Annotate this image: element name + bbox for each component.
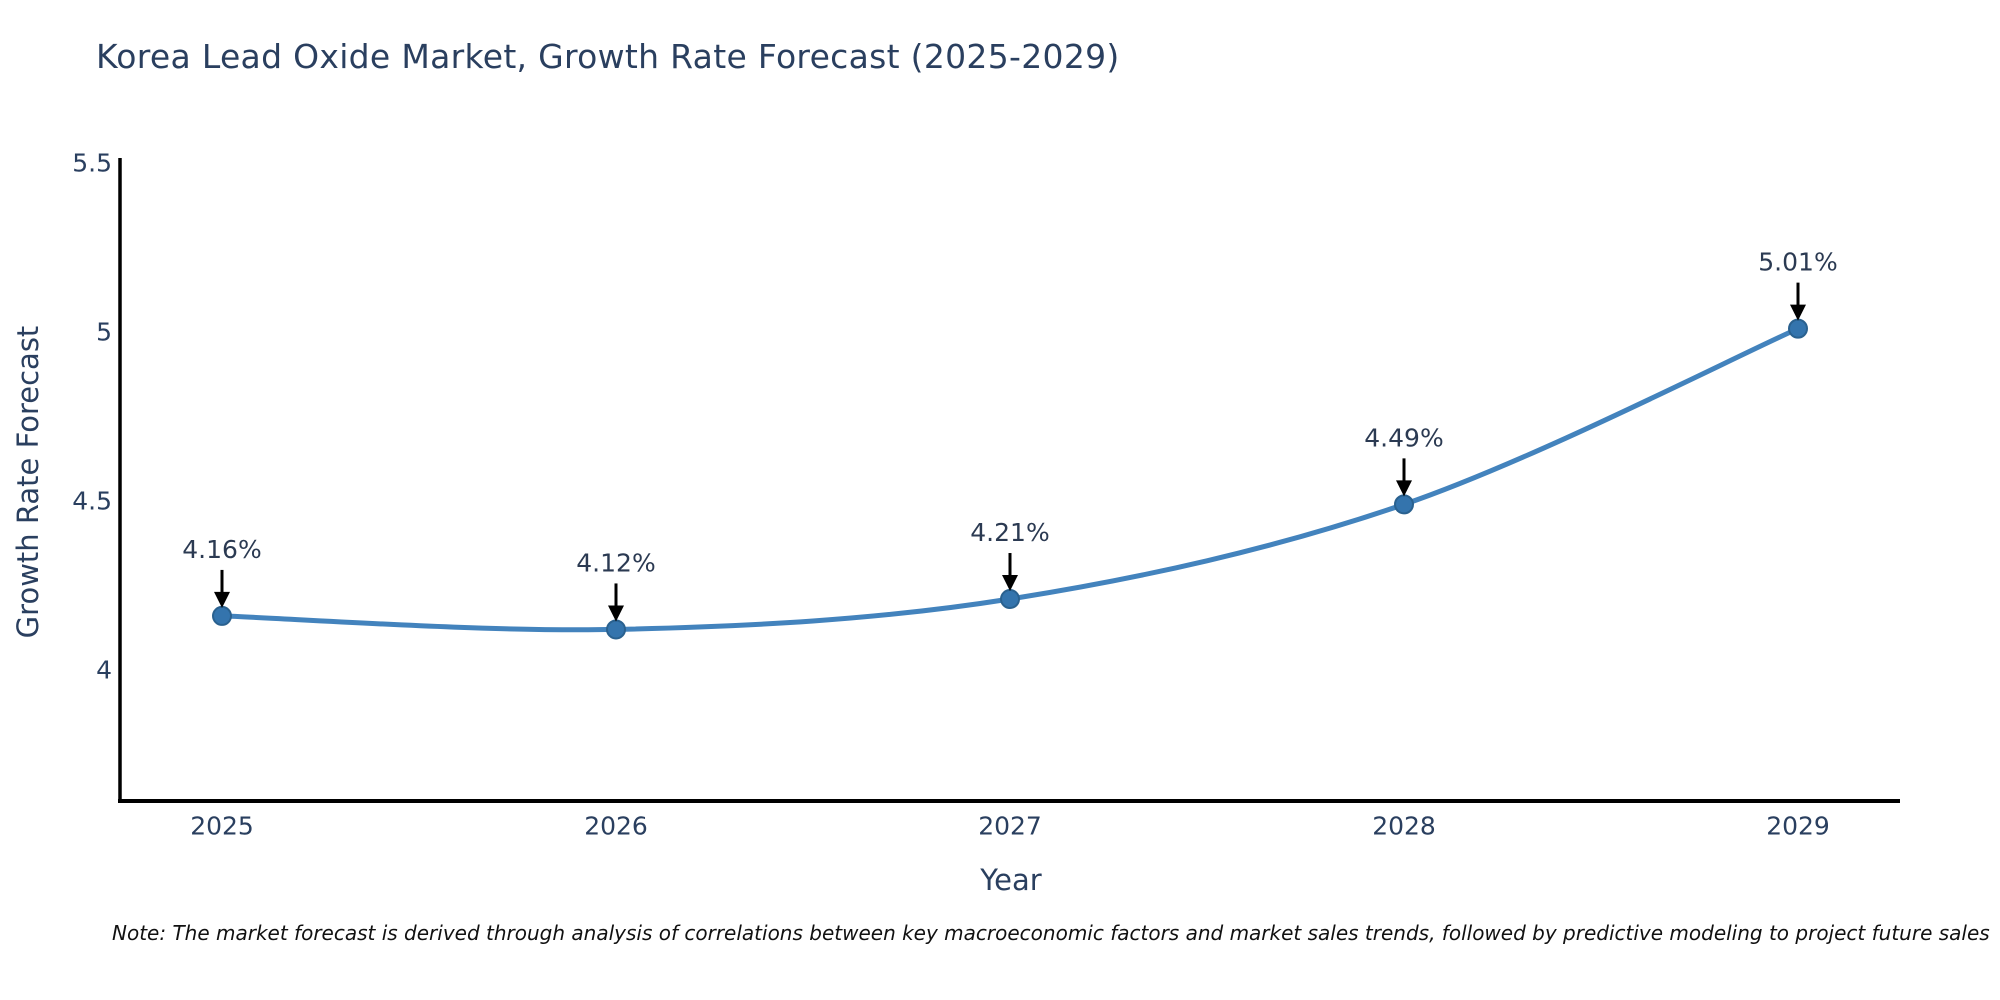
x-tick-label: 2028 [1372,812,1436,841]
y-axis-title: Growth Rate Forecast [11,325,45,639]
annotation-arrowhead-icon [1002,575,1018,592]
data-point-label: 5.01% [1758,248,1837,277]
y-tick-label: 4.5 [72,487,112,516]
y-tick-label: 5 [96,318,112,347]
chart-title: Korea Lead Oxide Market, Growth Rate For… [96,37,1120,76]
data-point-label: 4.49% [1364,423,1443,452]
data-point-label: 4.21% [970,518,1049,547]
data-point-marker [1394,494,1414,515]
annotation-arrowhead-icon [1396,480,1412,497]
x-tick-label: 2025 [190,812,254,841]
data-point-marker [212,605,232,626]
data-point-marker [1788,318,1808,339]
x-tick-label: 2027 [978,812,1042,841]
x-tick-label: 2026 [584,812,648,841]
annotation-arrowhead-icon [608,605,624,622]
annotation-arrowhead-icon [214,591,230,608]
data-point-label: 4.12% [576,548,655,577]
x-axis-title: Year [980,863,1042,897]
data-point-label: 4.16% [182,535,261,564]
footnote: Note: The market forecast is derived thr… [112,921,1990,945]
y-tick-label: 5.5 [72,149,112,178]
x-tick-label: 2029 [1766,812,1830,841]
data-point-marker [606,619,626,640]
data-point-marker [1000,589,1020,610]
y-tick-label: 4 [96,656,112,685]
annotation-arrowhead-icon [1790,304,1806,321]
